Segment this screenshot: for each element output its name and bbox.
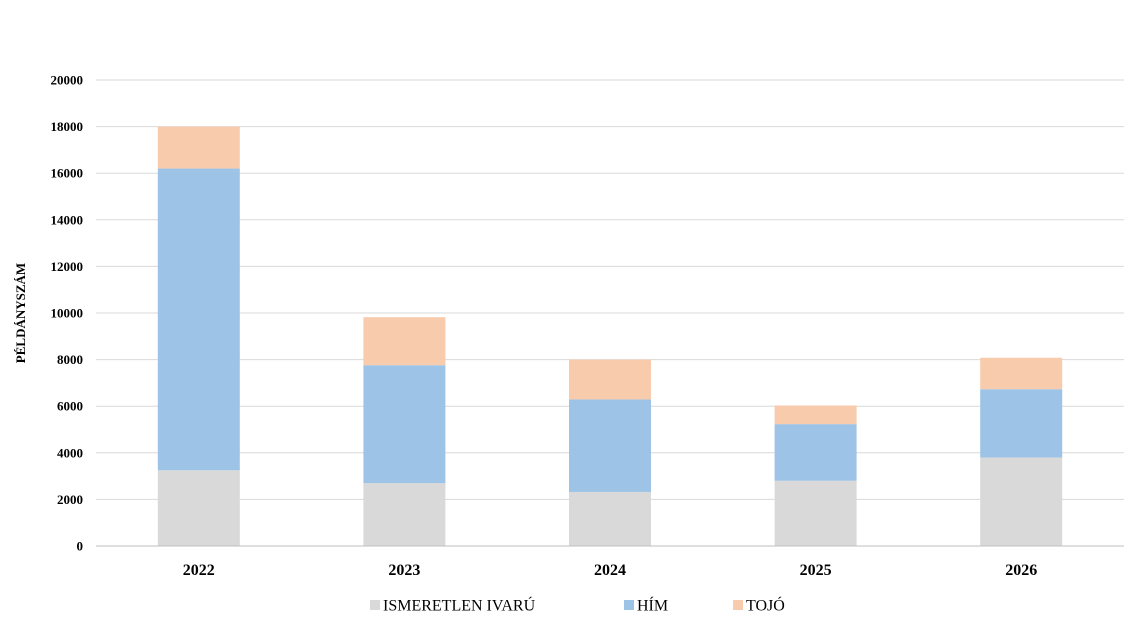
y-tick-label: 18000 <box>51 119 84 134</box>
y-tick-label: 14000 <box>51 212 84 227</box>
bars <box>157 126 1063 546</box>
y-tick-label: 2000 <box>57 492 83 507</box>
x-tick-label: 2022 <box>183 562 215 579</box>
bar-segment <box>774 405 857 425</box>
bar-segment <box>157 168 240 471</box>
bar-segment <box>569 491 651 546</box>
y-axis-label: PÉLDÁNYSZÁM <box>13 263 28 363</box>
legend-label: HÍM <box>637 596 668 615</box>
bar-segment <box>980 357 1063 390</box>
x-axis-ticks: 2022 2023 2024 2025 2026 <box>183 562 1037 579</box>
legend-swatch <box>370 600 380 610</box>
legend-swatch <box>624 600 634 610</box>
legend-label: ISMERETLEN IVARÚ <box>383 596 536 615</box>
x-tick-label: 2026 <box>1005 562 1037 579</box>
bar-segment <box>774 480 857 546</box>
x-tick-label: 2023 <box>388 562 420 579</box>
legend-swatch <box>733 600 743 610</box>
bar-segment <box>774 424 857 481</box>
x-tick-label: 2025 <box>800 562 832 579</box>
bar-segment <box>363 365 446 484</box>
bar-segment <box>980 389 1063 458</box>
legend: ISMERETLEN IVARÚ HÍM TOJÓ <box>370 596 785 615</box>
bar-segment <box>157 126 240 169</box>
bar-segment <box>157 470 240 546</box>
y-axis-ticks: 0 2000 4000 6000 8000 10000 12000 14000 16000 180… <box>51 73 84 554</box>
x-tick-label: 2024 <box>594 562 626 579</box>
y-tick-label: 0 <box>77 539 84 554</box>
y-tick-label: 8000 <box>57 352 83 367</box>
bar-segment <box>363 317 446 366</box>
y-tick-label: 20000 <box>51 73 84 88</box>
gridlines <box>96 79 1124 500</box>
bar-segment <box>569 399 651 492</box>
bar-segment <box>569 359 651 400</box>
y-tick-label: 16000 <box>51 166 84 181</box>
legend-label: TOJÓ <box>746 596 785 615</box>
y-tick-label: 4000 <box>57 445 83 460</box>
bar-segment <box>363 483 446 546</box>
bar-segment <box>980 457 1063 546</box>
y-tick-label: 10000 <box>51 306 84 321</box>
y-tick-label: 12000 <box>51 259 84 274</box>
y-tick-label: 6000 <box>57 399 83 414</box>
